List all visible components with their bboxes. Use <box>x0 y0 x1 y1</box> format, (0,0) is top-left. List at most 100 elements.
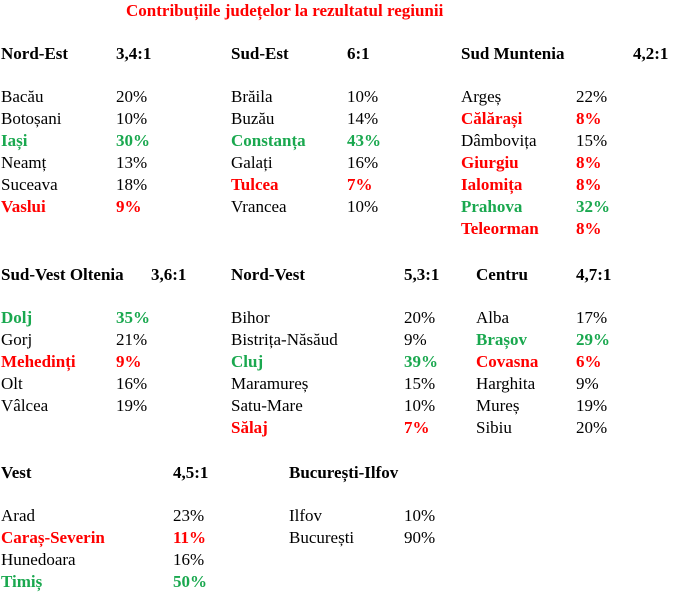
county-pct-bistrita-nasaud: 9% <box>404 330 427 349</box>
county-pct-neamt: 13% <box>116 153 148 172</box>
county-name-bihor: Bihor <box>231 308 270 327</box>
county-name-bistrita-nasaud: Bistrița-Năsăud <box>231 330 338 349</box>
region-ratio-sud-muntenia: 4,2:1 <box>633 44 669 63</box>
county-pct-mehedinti: 9% <box>116 352 142 371</box>
county-name-dolj: Dolj <box>1 308 33 327</box>
county-pct-galati: 16% <box>347 153 379 172</box>
county-pct-ilfov: 10% <box>404 506 436 525</box>
county-name-prahova: Prahova <box>461 197 523 216</box>
county-pct-iasi: 30% <box>116 131 150 150</box>
region-name-nord-est: Nord-Est <box>1 44 69 63</box>
region-name-nord-vest: Nord-Vest <box>231 265 305 284</box>
county-pct-cluj: 39% <box>404 352 438 371</box>
county-pct-vaslui: 9% <box>116 197 142 216</box>
page-title: Contribuțiile județelor la rezultatul re… <box>126 1 444 20</box>
county-pct-prahova: 32% <box>576 197 610 216</box>
county-pct-gorj: 21% <box>116 330 148 349</box>
county-name-braila: Brăila <box>231 87 273 106</box>
county-pct-salaj: 7% <box>404 418 430 437</box>
county-name-olt: Olt <box>1 374 23 393</box>
county-pct-braila: 10% <box>347 87 379 106</box>
county-pct-bihor: 20% <box>404 308 436 327</box>
county-pct-timis: 50% <box>173 572 207 591</box>
county-pct-tulcea: 7% <box>347 175 373 194</box>
county-pct-teleorman: 8% <box>576 219 602 238</box>
county-name-salaj: Sălaj <box>231 418 268 437</box>
county-name-calarasi: Călărași <box>461 109 523 128</box>
county-pct-arad: 23% <box>173 506 205 525</box>
county-pct-dolj: 35% <box>116 308 150 327</box>
county-pct-ialomita: 8% <box>576 175 602 194</box>
county-name-cluj: Cluj <box>231 352 264 371</box>
county-name-constanta: Constanța <box>231 131 306 150</box>
county-name-ilfov: Ilfov <box>289 506 323 525</box>
county-name-arad: Arad <box>1 506 35 525</box>
county-pct-bucuresti: 90% <box>404 528 436 547</box>
county-pct-suceava: 18% <box>116 175 148 194</box>
county-name-vaslui: Vaslui <box>1 197 46 216</box>
county-name-alba: Alba <box>476 308 510 327</box>
county-pct-dambovita: 15% <box>576 131 608 150</box>
county-pct-arges: 22% <box>576 87 608 106</box>
county-name-botosani: Botoșani <box>1 109 62 128</box>
county-pct-hunedoara: 16% <box>173 550 205 569</box>
county-name-valcea: Vâlcea <box>1 396 49 415</box>
county-name-teleorman: Teleorman <box>461 219 539 238</box>
county-pct-vrancea: 10% <box>347 197 379 216</box>
region-name-sud-est: Sud-Est <box>231 44 289 63</box>
county-name-sibiu: Sibiu <box>476 418 512 437</box>
county-name-vrancea: Vrancea <box>231 197 287 216</box>
county-name-iasi: Iași <box>1 131 28 150</box>
county-pct-valcea: 19% <box>116 396 148 415</box>
county-pct-satu-mare: 10% <box>404 396 436 415</box>
county-pct-mures: 19% <box>576 396 608 415</box>
county-name-caras-severin: Caraș-Severin <box>1 528 105 547</box>
county-pct-sibiu: 20% <box>576 418 608 437</box>
region-ratio-centru: 4,7:1 <box>576 265 612 284</box>
county-name-giurgiu: Giurgiu <box>461 153 519 172</box>
county-name-buzau: Buzău <box>231 109 275 128</box>
county-pct-brasov: 29% <box>576 330 610 349</box>
region-name-bucuresti-ilfov: București-Ilfov <box>289 463 399 482</box>
county-pct-botosani: 10% <box>116 109 148 128</box>
region-ratio-sud-est: 6:1 <box>347 44 370 63</box>
county-pct-caras-severin: 11% <box>173 528 207 547</box>
county-name-hunedoara: Hunedoara <box>1 550 76 569</box>
region-name-sud-muntenia: Sud Muntenia <box>461 44 565 63</box>
county-pct-bacau: 20% <box>116 87 148 106</box>
county-pct-calarasi: 8% <box>576 109 602 128</box>
county-name-arges: Argeș <box>461 87 502 106</box>
county-name-harghita: Harghita <box>476 374 536 393</box>
county-pct-harghita: 9% <box>576 374 599 393</box>
region-ratio-nord-vest: 5,3:1 <box>404 265 440 284</box>
county-name-covasna: Covasna <box>476 352 539 371</box>
county-pct-constanta: 43% <box>347 131 381 150</box>
county-name-suceava: Suceava <box>1 175 58 194</box>
region-name-centru: Centru <box>476 265 528 284</box>
county-pct-covasna: 6% <box>576 352 602 371</box>
region-name-vest: Vest <box>1 463 32 482</box>
region-name-sud-vest-oltenia: Sud-Vest Oltenia <box>1 265 124 284</box>
county-name-mehedinti: Mehedinți <box>1 352 76 371</box>
county-name-dambovita: Dâmbovița <box>461 131 537 150</box>
region-ratio-sud-vest-oltenia: 3,6:1 <box>151 265 187 284</box>
county-name-bucuresti: București <box>289 528 355 547</box>
county-name-bacau: Bacău <box>1 87 44 106</box>
county-name-mures: Mureș <box>476 396 520 415</box>
region-ratio-nord-est: 3,4:1 <box>116 44 152 63</box>
county-name-galati: Galați <box>231 153 273 172</box>
county-name-satu-mare: Satu-Mare <box>231 396 303 415</box>
county-pct-giurgiu: 8% <box>576 153 602 172</box>
county-name-neamt: Neamț <box>1 153 47 172</box>
county-name-tulcea: Tulcea <box>231 175 279 194</box>
county-pct-maramures: 15% <box>404 374 436 393</box>
county-pct-buzau: 14% <box>347 109 379 128</box>
county-name-brasov: Brașov <box>476 330 527 349</box>
county-name-maramures: Maramureș <box>231 374 309 393</box>
county-pct-olt: 16% <box>116 374 148 393</box>
county-name-gorj: Gorj <box>1 330 33 349</box>
county-name-ialomita: Ialomița <box>461 175 523 194</box>
region-ratio-vest: 4,5:1 <box>173 463 209 482</box>
county-name-timis: Timiș <box>1 572 43 591</box>
county-pct-alba: 17% <box>576 308 608 327</box>
